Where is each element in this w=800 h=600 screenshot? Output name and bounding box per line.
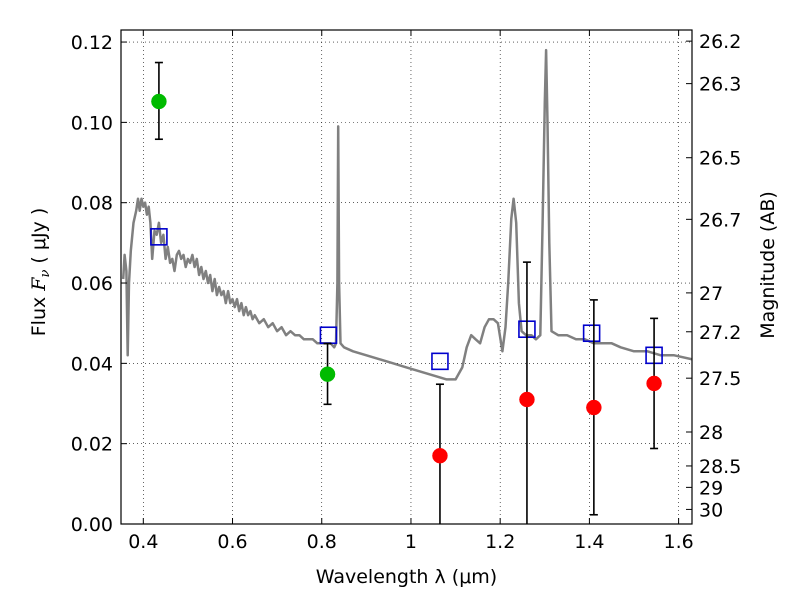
y2-tick-label: 26.2 [699, 31, 741, 53]
detection-point [319, 366, 336, 382]
y-tick-label: 0.02 [71, 434, 113, 456]
y2-tick-label: 27.2 [699, 322, 741, 344]
y-tick-label: 0.08 [71, 193, 113, 215]
model-spectrum-line [121, 48, 692, 381]
axis-ticks: 0.4 0.6 0.8 1 1.2 1.4 1.6 0.00 0.02 0.04 0.06 0.08 0… [71, 30, 741, 553]
y2-tick-label: 26.5 [699, 148, 741, 170]
y2-tick-label: 27 [699, 283, 723, 305]
y2-tick-label: 30 [699, 499, 723, 521]
y2-tick-label: 27.5 [699, 368, 741, 390]
y2-tick-label: 29 [699, 477, 723, 499]
model-photometry-square [431, 352, 449, 371]
secondary-y-axis-label: Magnitude (AB) [757, 191, 779, 339]
y2-tick-label: 26.7 [699, 209, 741, 231]
y-axis-label-subscript: ν [38, 270, 53, 278]
y-tick-label: 0.12 [71, 32, 113, 54]
x-tick-label: 1.6 [664, 531, 694, 553]
y-axis-label: Flux Fν ( μJy ) [28, 208, 53, 337]
x-tick-label: 1.4 [574, 531, 604, 553]
series-group [121, 48, 692, 524]
model-photometry-square [582, 324, 601, 343]
upper-limit-point [646, 375, 662, 392]
y-tick-label: 0.04 [71, 353, 113, 375]
y-tick-label: 0.10 [71, 112, 113, 134]
x-tick-label: 1 [405, 531, 417, 553]
y-tick-label: 0.06 [71, 273, 113, 295]
x-tick-label: 0.6 [217, 531, 247, 553]
y2-tick-label: 26.3 [699, 74, 741, 96]
detection-point [151, 93, 167, 110]
y-tick-label: 0.00 [71, 514, 113, 536]
x-axis-label: Wavelength λ (μm) [316, 566, 497, 588]
y-axis-label-symbol: F [28, 277, 50, 292]
upper-limit-point [586, 399, 602, 416]
y2-tick-label: 28.5 [699, 456, 741, 478]
plot-area [121, 48, 692, 524]
y-axis-label-prefix: Flux [28, 291, 50, 337]
y-axis-label-unit: ( μJy ) [28, 208, 50, 270]
x-tick-label: 1.2 [485, 531, 515, 553]
upper-limit-point [432, 447, 448, 464]
upper-limit-point [519, 391, 535, 408]
model-photometry-square [319, 326, 338, 345]
x-tick-label: 0.8 [307, 531, 337, 553]
y2-tick-label: 28 [699, 422, 723, 444]
model-photometry-square [150, 228, 168, 246]
x-tick-label: 0.4 [128, 531, 158, 553]
plot-frame [120, 29, 693, 525]
